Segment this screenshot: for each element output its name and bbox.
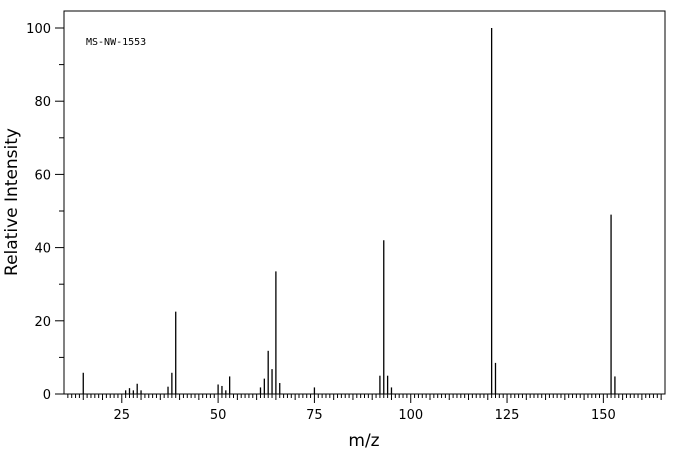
spectrum-id-annotation: MS-NW-1553: [86, 37, 146, 48]
y-tick-label: 0: [43, 388, 51, 403]
spectrum-peaks: [82, 28, 616, 394]
y-tick-label: 80: [34, 95, 51, 110]
x-tick-label: 25: [114, 408, 131, 423]
x-tick-label: 150: [591, 408, 616, 423]
x-axis-ticks: 25 50 75 100 125 150: [67, 394, 662, 423]
x-tick-label: 125: [495, 408, 520, 423]
x-tick-label: 100: [398, 408, 423, 423]
x-tick-label: 75: [306, 408, 323, 423]
x-tick-label: 50: [210, 408, 227, 423]
y-tick-label: 100: [26, 22, 51, 37]
y-axis-title: Relative Intensity: [2, 128, 22, 276]
y-tick-label: 20: [34, 315, 51, 330]
y-tick-label: 40: [34, 242, 51, 257]
y-tick-label: 60: [34, 168, 51, 183]
y-axis-ticks: 0 20 40 60 80 100: [26, 22, 64, 403]
plot-frame: [63, 10, 666, 395]
x-axis-title: m/z: [348, 431, 379, 451]
